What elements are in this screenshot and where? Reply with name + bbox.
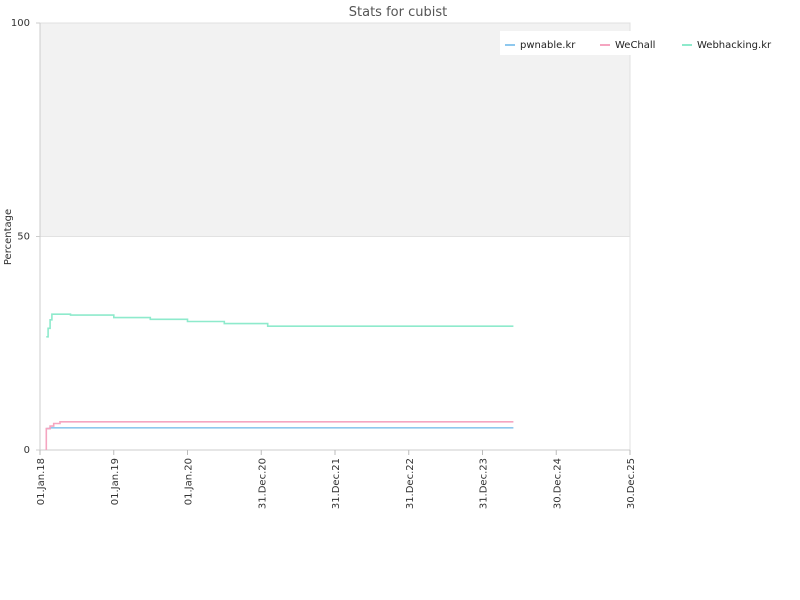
y-tick-label: 100 <box>11 18 30 29</box>
series-line-0 <box>46 427 514 430</box>
legend-item: pwnable.kr <box>505 40 576 51</box>
chart-title: Stats for cubist <box>349 5 447 20</box>
x-axis-ticks: 01.Jan.18 01.Jan.19 01.Jan.20 31.Dec.20 31.D… <box>36 450 637 509</box>
x-tick-label: 31.Dec.21 <box>331 458 342 509</box>
legend: pwnable.kr WeChall Webhacking.kr <box>505 40 772 51</box>
x-tick-label: 31.Dec.22 <box>405 458 416 509</box>
series-line-2 <box>46 313 514 338</box>
y-tick-label: 0 <box>24 445 30 456</box>
x-tick-label: 01.Jan.18 <box>36 458 47 505</box>
legend-item: WeChall <box>600 40 655 51</box>
legend-label: WeChall <box>615 40 655 51</box>
x-tick-label: 30.Dec.25 <box>626 458 637 509</box>
legend-background <box>500 31 790 55</box>
y-axis-label: Percentage <box>3 209 14 265</box>
x-tick-label: 01.Jan.19 <box>110 458 121 505</box>
x-tick-label: 01.Jan.20 <box>184 458 195 505</box>
series-lines <box>45 313 514 450</box>
shaded-band <box>40 23 630 237</box>
y-tick-label: 50 <box>17 232 30 243</box>
legend-label: Webhacking.kr <box>697 40 772 51</box>
y-axis-ticks: 0 50 100 <box>11 18 40 456</box>
series-line-1 <box>45 421 514 450</box>
legend-label: pwnable.kr <box>520 40 576 51</box>
x-tick-label: 31.Dec.23 <box>479 458 490 509</box>
x-tick-label: 31.Dec.20 <box>257 458 268 509</box>
x-tick-label: 30.Dec.24 <box>552 458 563 509</box>
legend-item: Webhacking.kr <box>682 40 772 51</box>
